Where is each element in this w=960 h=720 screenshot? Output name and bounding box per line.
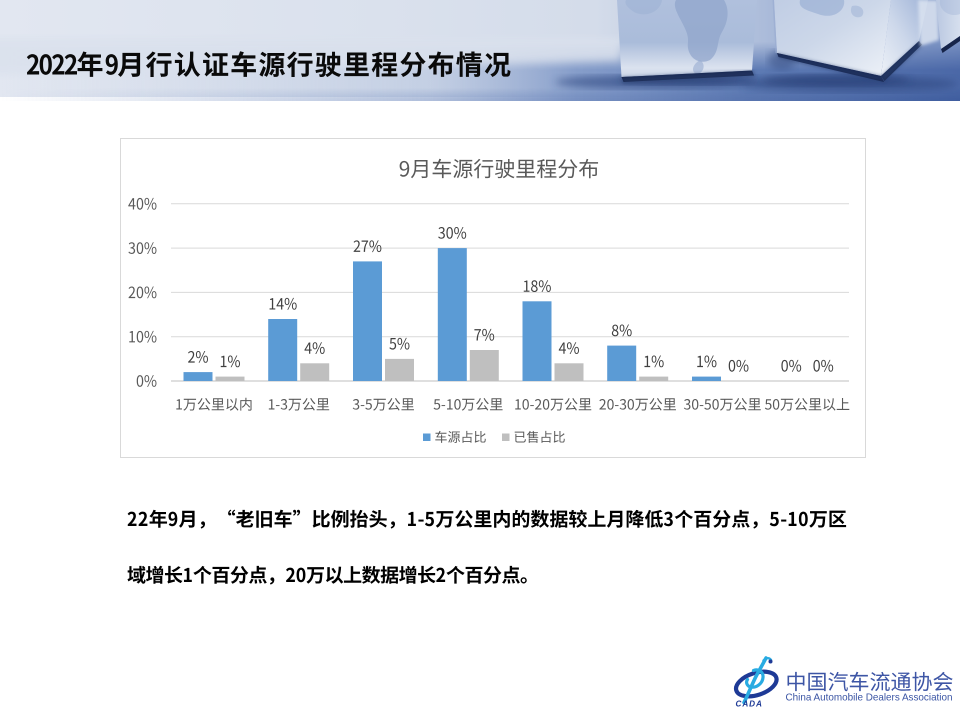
svg-text:CADA: CADA xyxy=(736,700,763,709)
svg-text:China Automobile Dealers Assoc: China Automobile Dealers Association xyxy=(786,693,953,704)
